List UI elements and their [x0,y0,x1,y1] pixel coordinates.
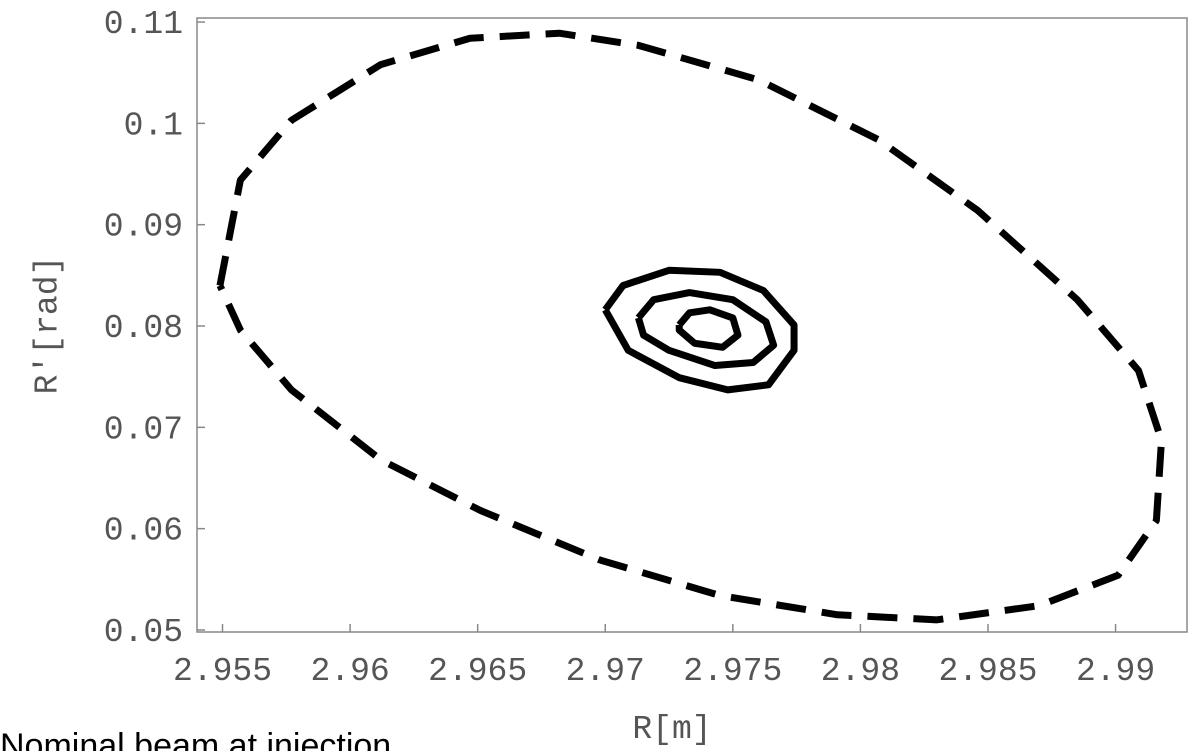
y-tick-label: 0.07 [104,411,183,448]
plot-frame [196,17,1188,633]
x-tick-label: 2.96 [310,653,389,690]
curve [675,306,742,351]
x-tick-label: 2.955 [173,653,272,690]
x-tick-label: 2.99 [1076,653,1155,690]
curve [602,266,798,394]
y-axis-label: R'[rad] [30,256,67,395]
y-tick-label: 0.08 [104,310,183,347]
y-tick-label: 0.11 [104,6,183,43]
x-tick-label: 2.97 [566,653,645,690]
y-tick-label: 0.05 [104,614,183,651]
y-tick-label: 0.09 [104,209,183,246]
curve [635,289,778,370]
x-axis-label: R[m] [632,711,711,748]
x-tick-label: 2.965 [428,653,527,690]
y-tick-label: 0.06 [104,513,183,550]
x-tick-label: 2.975 [683,653,782,690]
x-tick-label: 2.98 [821,653,900,690]
curve [216,29,1165,624]
x-tick-label: 2.985 [938,653,1037,690]
y-tick-label: 0.1 [124,107,183,144]
caption: Nominal beam at injection [0,727,391,751]
